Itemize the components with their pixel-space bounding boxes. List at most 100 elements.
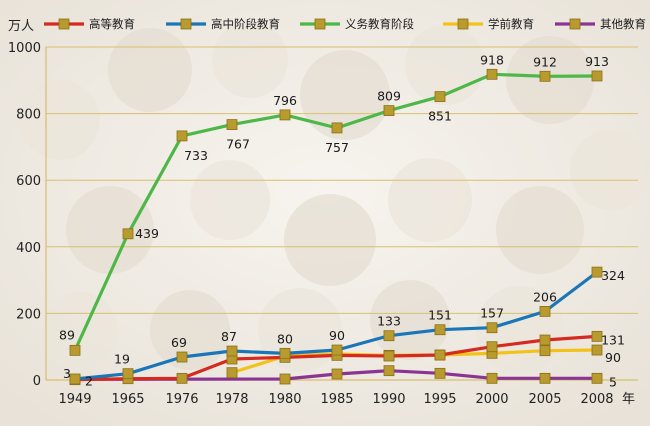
x-axis-label: 年 <box>622 392 635 407</box>
x-tick-label: 1985 <box>320 392 353 407</box>
data-label: 913 <box>585 54 609 69</box>
data-label: 90 <box>605 350 621 365</box>
data-point <box>486 341 498 353</box>
x-tick-label: 1965 <box>111 392 144 407</box>
data-point <box>331 122 343 134</box>
x-tick-label: 1995 <box>423 392 456 407</box>
data-label: 324 <box>601 268 625 283</box>
legend-marker <box>180 18 192 30</box>
x-tick-label: 1949 <box>58 392 91 407</box>
background-face <box>388 158 472 242</box>
data-label: 69 <box>171 335 187 350</box>
data-point <box>539 306 551 317</box>
data-point <box>176 130 188 142</box>
data-point <box>539 334 551 346</box>
data-label: 767 <box>226 137 250 152</box>
legend-label: 高中阶段教育 <box>211 17 280 31</box>
data-point <box>486 322 498 334</box>
data-point <box>591 70 603 82</box>
data-point <box>69 344 81 356</box>
y-tick-label: 600 <box>16 174 41 189</box>
data-label: 157 <box>480 306 504 321</box>
legend-label: 学前教育 <box>488 17 534 31</box>
background-face <box>42 292 118 368</box>
data-point <box>279 347 291 359</box>
y-tick-label: 400 <box>16 241 41 256</box>
data-label: 809 <box>377 89 401 104</box>
data-point <box>176 372 188 384</box>
data-point <box>69 373 81 385</box>
data-label: 796 <box>273 93 297 108</box>
data-label: 87 <box>221 329 237 344</box>
legend-label: 义务教育阶段 <box>345 17 414 31</box>
data-point <box>486 372 498 384</box>
data-label: 439 <box>135 226 159 241</box>
x-tick-label: 2000 <box>475 392 508 407</box>
data-point <box>279 373 291 385</box>
axes: 万人 年 <box>8 19 635 407</box>
y-tick-label: 0 <box>33 374 41 389</box>
background-face <box>570 130 650 210</box>
legend-marker <box>457 18 469 30</box>
data-point <box>331 368 343 380</box>
data-label: 3 <box>63 366 71 381</box>
data-label: 90 <box>329 328 345 343</box>
y-tick-label: 800 <box>16 108 41 123</box>
series-line <box>74 369 597 381</box>
data-label: 918 <box>480 52 504 67</box>
background-face <box>284 194 376 286</box>
data-point <box>383 105 395 117</box>
data-label: 912 <box>533 54 557 69</box>
legend-marker <box>569 18 581 30</box>
y-tick-label: 1000 <box>8 41 41 56</box>
data-point <box>591 344 603 356</box>
background-face <box>150 290 230 370</box>
data-point <box>279 109 291 121</box>
data-point <box>591 266 603 278</box>
background-face <box>212 22 288 98</box>
series-markers <box>69 68 603 386</box>
data-labels: 2 5 90 131 3 19 69 87 80 90 133 151 157 206 324 89 439 73… <box>59 52 625 389</box>
data-label: 5 <box>609 374 617 389</box>
background-face <box>190 160 270 240</box>
data-point <box>226 367 238 379</box>
legend-label: 高等教育 <box>89 17 135 31</box>
legend-marker <box>314 18 326 30</box>
x-tick-label: 1980 <box>268 392 301 407</box>
data-point <box>434 324 446 336</box>
legend-item: 高等教育 <box>44 17 135 31</box>
background-face <box>496 186 584 274</box>
data-label: 2 <box>85 373 93 388</box>
data-point <box>591 330 603 342</box>
data-point <box>331 344 343 356</box>
data-point <box>539 345 551 357</box>
y-axis-label: 万人 <box>8 19 34 34</box>
data-point <box>434 349 446 361</box>
data-label: 89 <box>59 327 75 342</box>
data-label: 151 <box>428 308 452 323</box>
data-label: 733 <box>184 148 208 163</box>
legend-label: 其他教育 <box>600 17 646 31</box>
data-point <box>176 351 188 363</box>
legend-item: 义务教育阶段 <box>300 17 414 31</box>
data-label: 133 <box>377 314 401 329</box>
data-label: 757 <box>325 140 349 155</box>
legend-item: 高中阶段教育 <box>166 17 280 31</box>
x-tick-label: 2005 <box>528 392 561 407</box>
data-point <box>591 372 603 384</box>
data-point <box>434 367 446 379</box>
x-tick-label: 2008 <box>580 392 613 407</box>
data-point <box>383 350 395 362</box>
data-point <box>383 330 395 342</box>
legend-item: 学前教育 <box>443 17 534 31</box>
x-tick-label: 1978 <box>215 392 248 407</box>
data-point <box>434 91 446 103</box>
legend-marker <box>58 18 70 30</box>
data-point <box>486 68 498 80</box>
background-face <box>66 186 154 274</box>
data-point <box>226 119 238 130</box>
data-point <box>226 345 238 357</box>
data-point <box>539 372 551 384</box>
legend-item: 其他教育 <box>555 17 646 31</box>
